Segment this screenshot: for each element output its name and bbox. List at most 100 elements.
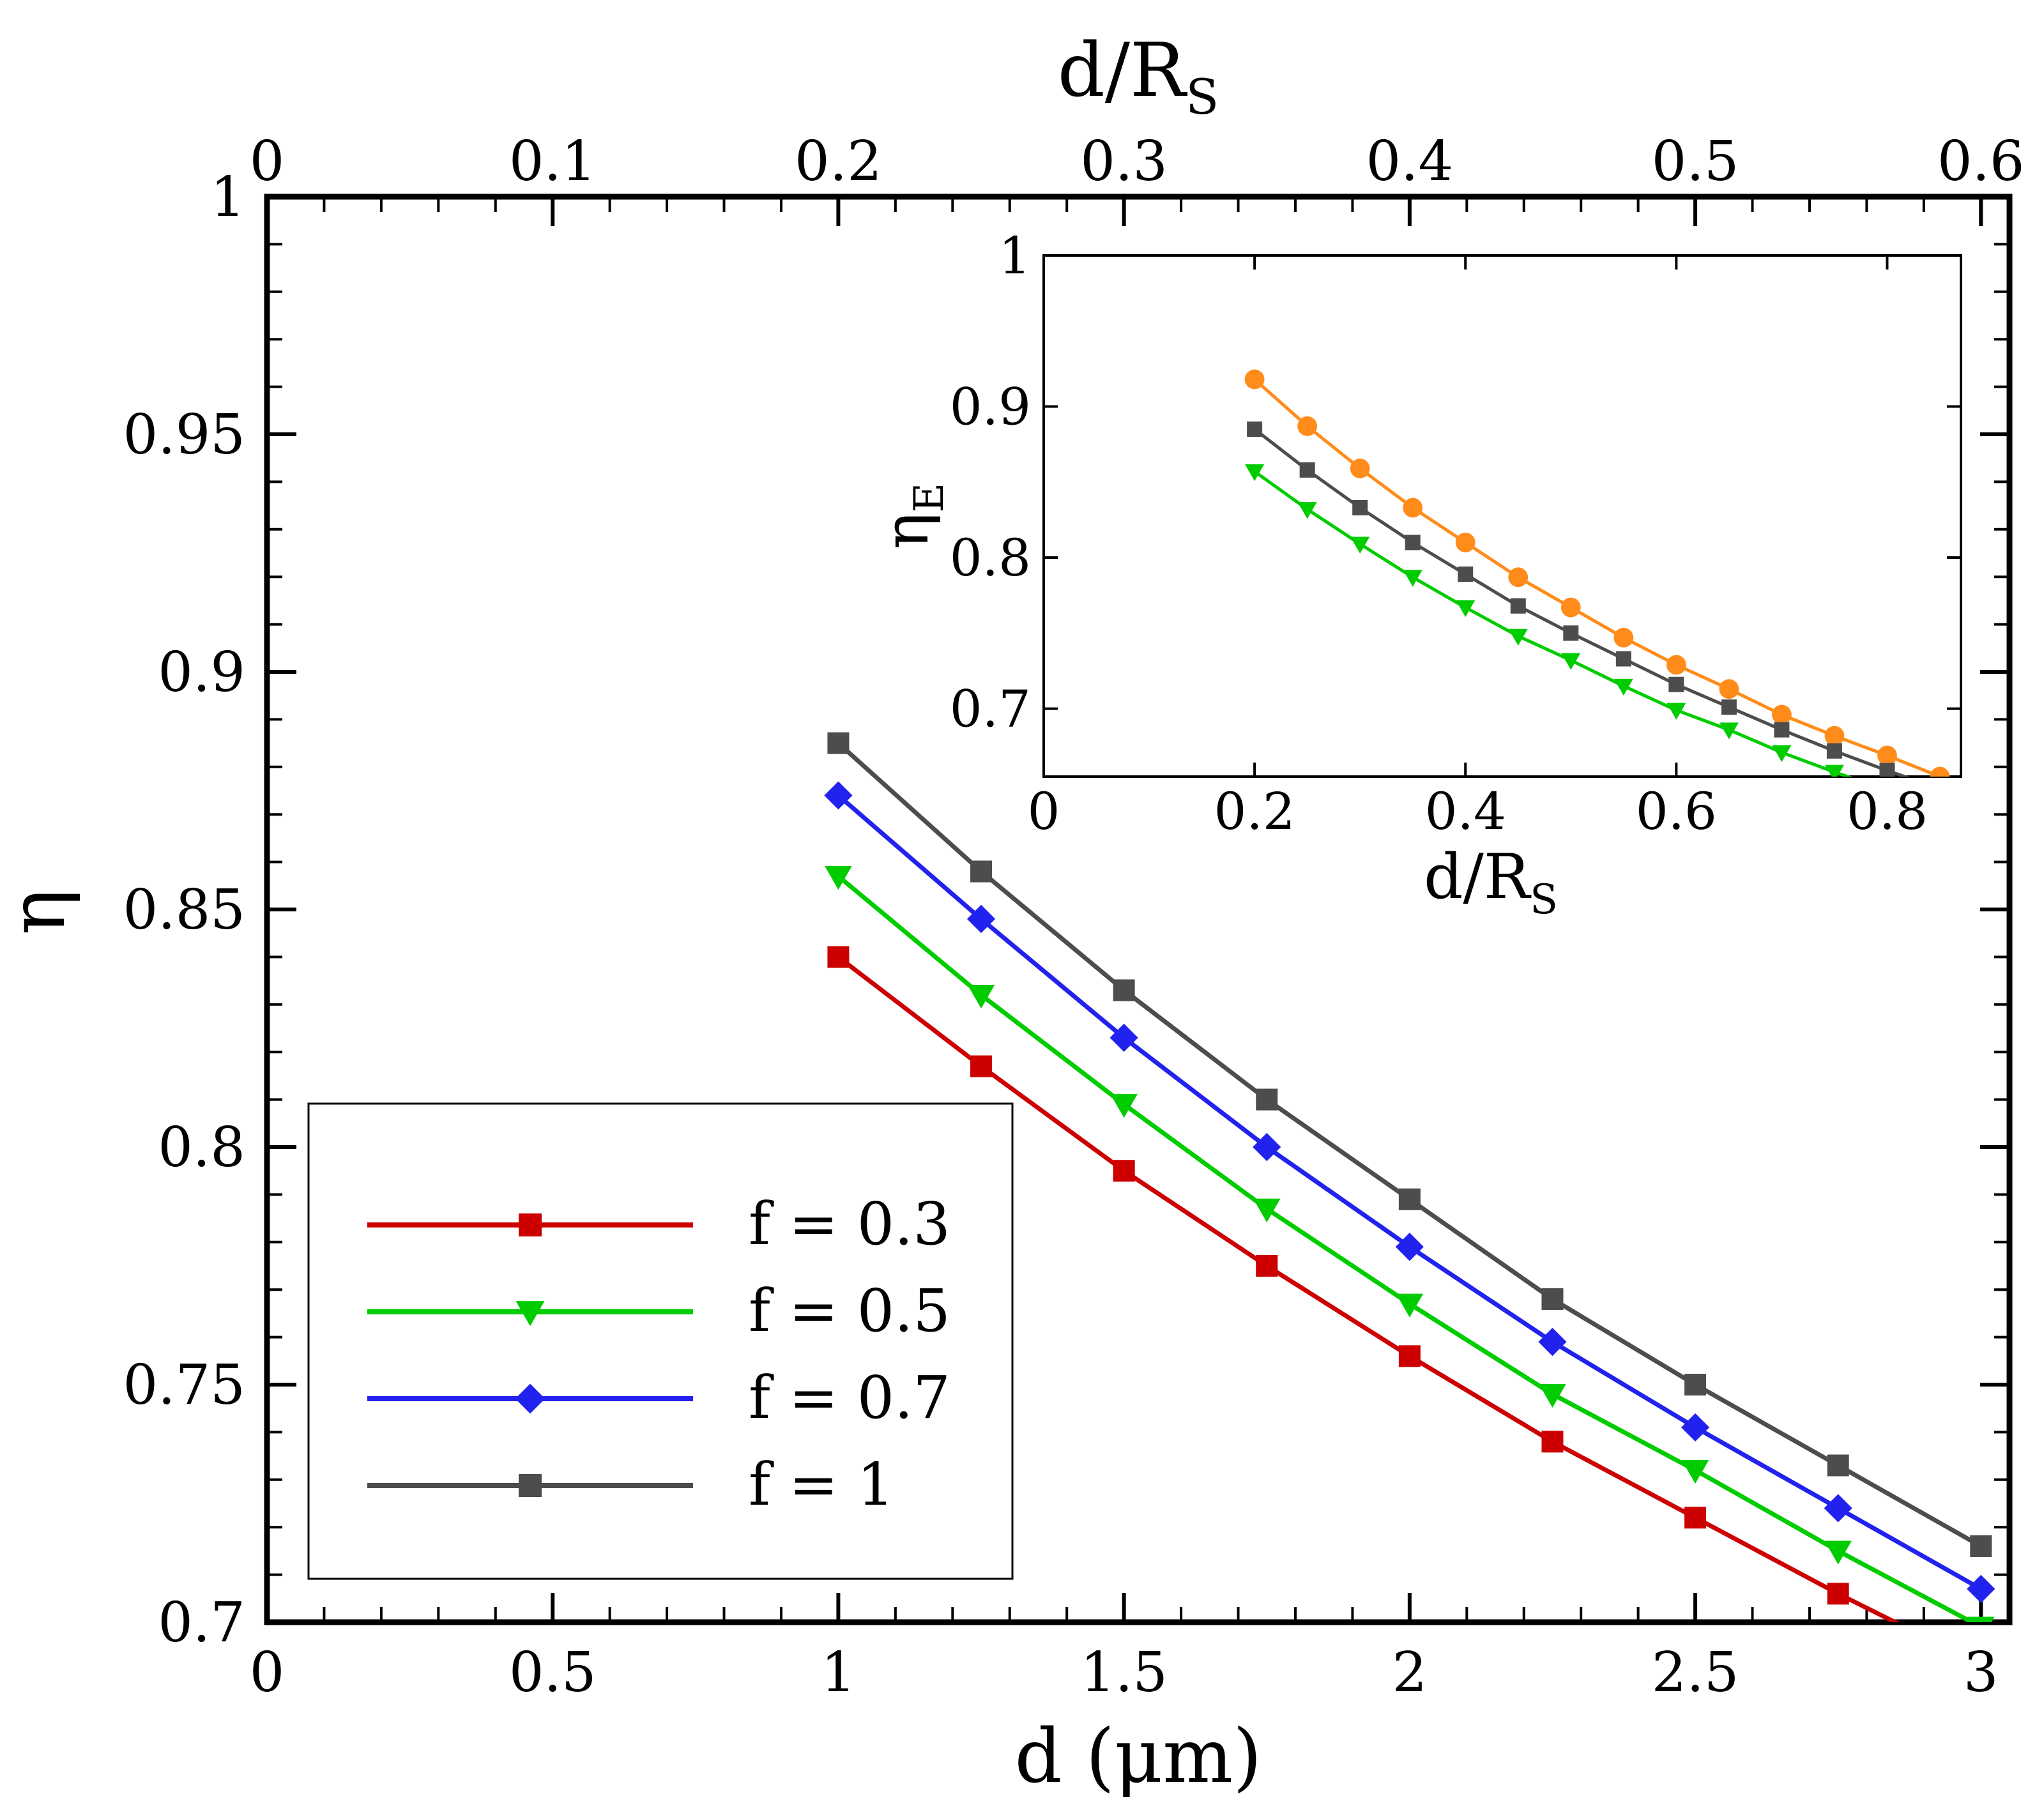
inset-ticks: 0 0.2 0.4 0.6 0.8 0.7 0.8 0.9 1 — [950, 226, 1961, 841]
inset-x-axis-title-base: d/R — [1424, 841, 1532, 913]
data-point — [1297, 502, 1317, 519]
data-point — [967, 984, 995, 1009]
data-point — [1970, 1535, 1992, 1557]
data-point — [1561, 653, 1581, 670]
legend-label: f = 0.5 — [749, 1277, 950, 1345]
data-point — [1395, 1233, 1424, 1261]
data-point — [1539, 1383, 1566, 1408]
inset-y-axis-title-sub: E — [906, 483, 953, 513]
data-point — [825, 865, 852, 890]
data-point — [1930, 766, 1950, 777]
data-point — [1668, 676, 1684, 692]
data-point — [1879, 763, 1895, 777]
data-point — [1352, 499, 1368, 515]
data-point — [1824, 764, 1844, 777]
main-top-axis-title-base: d/R — [1058, 27, 1188, 114]
inset-y-tick-label: 1 — [998, 226, 1031, 285]
data-point — [1560, 597, 1581, 618]
data-point — [1508, 628, 1528, 646]
inset-x-tick-label: 0.8 — [1847, 782, 1928, 841]
main-x-axis-title: d (μm) — [1014, 1714, 1262, 1800]
data-point — [1247, 422, 1263, 437]
data-point — [1110, 1023, 1138, 1052]
main-top-axis-title-sub: S — [1186, 68, 1219, 125]
data-point — [966, 904, 996, 933]
y-tick-label: 0.95 — [123, 403, 245, 467]
data-point — [824, 781, 853, 810]
y-tick-label: 0.7 — [158, 1591, 245, 1655]
data-point — [1110, 1094, 1138, 1118]
legend-box — [307, 1102, 1014, 1580]
y-tick-label: 1 — [210, 165, 245, 229]
inset-x-tick-label: 0.4 — [1425, 782, 1506, 841]
top-x-tick-label: 0 — [250, 130, 285, 194]
data-point — [1824, 1494, 1852, 1523]
x-tick-label: 1 — [821, 1641, 856, 1705]
data-point — [1245, 464, 1265, 482]
x-tick-label: 1.5 — [1080, 1641, 1168, 1705]
x-tick-label: 2 — [1392, 1641, 1427, 1705]
inset-series-group — [1244, 369, 1950, 777]
data-point — [1774, 722, 1790, 738]
data-point — [1827, 1454, 1849, 1477]
top-x-tick-label: 0.1 — [509, 130, 597, 194]
data-point — [1396, 1293, 1424, 1318]
top-x-tick-label: 0.4 — [1366, 130, 1453, 194]
main-series-group — [824, 732, 1995, 1622]
data-point — [1824, 726, 1845, 746]
data-point — [970, 1055, 993, 1077]
inset-x-axis-title-sub: S — [1530, 876, 1558, 924]
data-point — [1256, 1088, 1278, 1111]
main-plot: 0 0.5 1 1.5 2 2.5 3 0 0.1 0.2 0.3 0.4 0.5 0.6 0.7 0.75 0… — [0, 27, 2025, 1800]
inset-plot: 0 0.2 0.4 0.6 0.8 0.7 0.8 0.9 1 d/RS ηE — [871, 226, 1962, 924]
data-point — [1455, 532, 1476, 552]
data-point — [1967, 1616, 1995, 1622]
x-tick-label: 3 — [1964, 1641, 1999, 1705]
data-point — [1824, 1540, 1852, 1565]
data-point — [1772, 745, 1792, 763]
data-point — [827, 732, 850, 754]
main-ticks: 0 0.5 1 1.5 2 2.5 3 0 0.1 0.2 0.3 0.4 0.5 0.6 0.7 0.75 0… — [123, 130, 2025, 1705]
data-point — [1456, 600, 1476, 618]
y-tick-label: 0.85 — [123, 878, 245, 942]
data-point — [1253, 1198, 1281, 1222]
data-point — [1684, 1374, 1707, 1395]
data-point — [1538, 1327, 1567, 1357]
inset-y-tick-label: 0.9 — [950, 377, 1031, 437]
data-point — [1666, 655, 1686, 675]
series-line-1 — [1253, 428, 1910, 777]
inset-y-axis-title-base: η — [871, 513, 942, 550]
data-point — [1244, 369, 1265, 390]
main-y-axis-title: η — [0, 889, 82, 935]
x-tick-label: 0 — [250, 1641, 285, 1705]
legend-marker — [519, 1474, 542, 1497]
data-point — [1297, 416, 1318, 436]
legend-marker — [515, 1301, 545, 1327]
data-point — [827, 946, 850, 968]
top-x-tick-label: 0.5 — [1652, 130, 1739, 194]
data-point — [1403, 498, 1423, 518]
y-tick-label: 0.8 — [158, 1116, 245, 1180]
data-point — [1681, 1459, 1709, 1484]
x-tick-label: 2.5 — [1652, 1641, 1739, 1705]
data-point — [1253, 1132, 1281, 1162]
legend-label: f = 1 — [749, 1450, 894, 1519]
data-point — [1666, 703, 1686, 720]
data-point — [1563, 625, 1579, 641]
inset-plot-frame — [1042, 254, 1962, 778]
data-point — [1510, 598, 1526, 614]
data-point — [1256, 1255, 1278, 1277]
legend-marker — [515, 1383, 545, 1414]
data-point — [1299, 462, 1315, 478]
data-point — [1615, 651, 1631, 667]
data-point — [1827, 1583, 1849, 1605]
data-point — [1508, 567, 1529, 588]
legend-label: f = 0.7 — [749, 1364, 950, 1432]
data-point — [1405, 535, 1421, 551]
data-point — [1350, 536, 1370, 554]
legend: f = 0.3 f = 0.5 f = 0.7 f = 1 — [307, 1102, 1014, 1580]
inset-x-tick-label: 0.6 — [1636, 782, 1717, 841]
data-point — [1541, 1431, 1564, 1453]
legend-marker — [519, 1213, 542, 1236]
